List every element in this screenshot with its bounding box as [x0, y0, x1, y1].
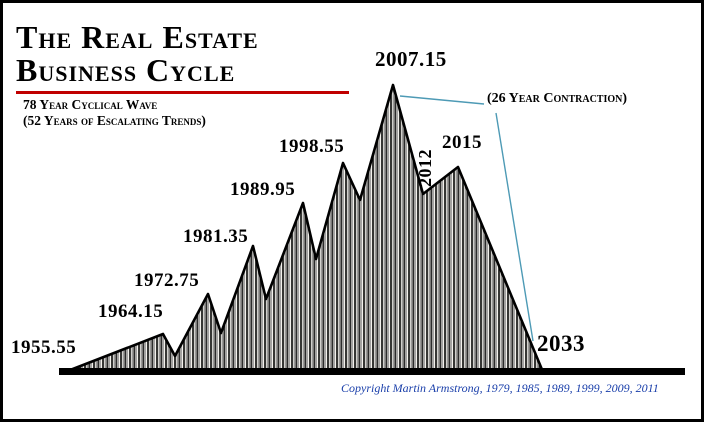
subtitle-line-1: 78 Year Cyclical Wave — [23, 97, 158, 112]
title-line-2: Business Cycle — [16, 52, 236, 89]
chart-title: The Real Estate Business Cycle — [16, 19, 259, 89]
peak-label-2007: 2007.15 — [375, 47, 447, 71]
peak-label-1972: 1972.75 — [134, 270, 200, 291]
contraction-callout-line-1 — [399, 95, 485, 105]
contraction-callout-line-2 — [495, 112, 534, 342]
subtitle-line-2: (52 Years of Escalating Trends) — [23, 113, 206, 129]
peak-label-1998: 1998.55 — [279, 136, 345, 157]
peak-label-2015: 2015 — [442, 132, 482, 153]
cycle-wave-area — [63, 83, 545, 374]
peak-label-1989: 1989.95 — [230, 179, 296, 200]
x-axis-baseline — [59, 368, 685, 375]
peak-label-1964: 1964.15 — [98, 301, 164, 322]
peak-label-1981: 1981.35 — [183, 226, 249, 247]
title-underline-rule — [16, 91, 349, 94]
chart-subtitle: 78 Year Cyclical Wave (52 Years of Escal… — [23, 97, 206, 130]
end-label-2033: 2033 — [537, 331, 585, 356]
copyright-line: Copyright Martin Armstrong, 1979, 1985, … — [341, 381, 659, 395]
cycle-wave-chart — [59, 83, 685, 375]
contraction-annotation: (26 Year Contraction) — [487, 91, 628, 106]
valley-label-2012: 2012 — [415, 149, 435, 187]
start-label-1955: 1955.55 — [11, 337, 77, 358]
title-line-1: The Real Estate — [16, 19, 259, 55]
